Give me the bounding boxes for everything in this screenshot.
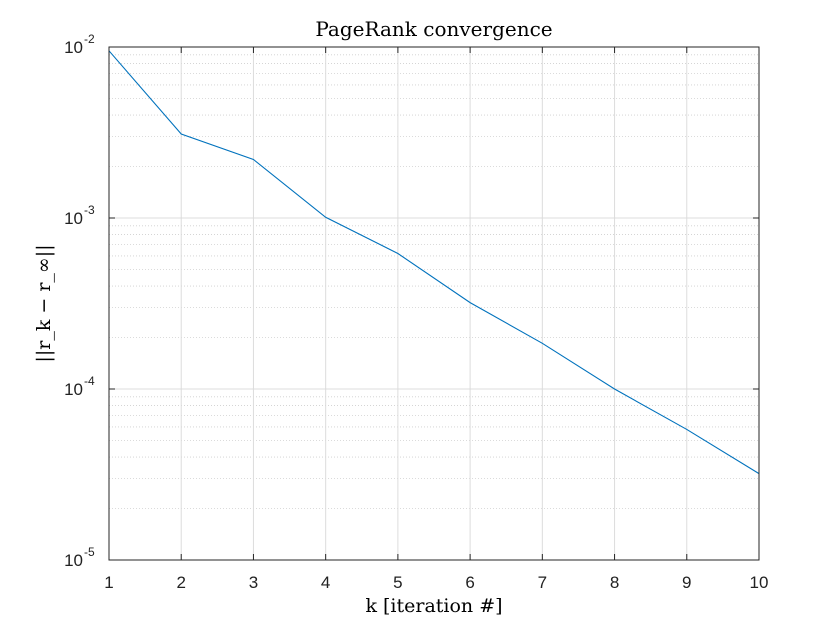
x-tick-label: 3 xyxy=(249,573,258,592)
y-tick-label: 10 xyxy=(64,209,83,228)
y-axis-label: ||r_k − r_∞|| xyxy=(33,244,55,362)
x-axis-label: k [iteration #] xyxy=(365,595,502,617)
x-tick-label: 9 xyxy=(682,573,691,592)
y-tick-label: 10 xyxy=(64,380,83,399)
grid xyxy=(108,46,760,561)
y-tick-exponent: -4 xyxy=(84,374,95,388)
x-tick-label: 7 xyxy=(538,573,547,592)
x-tick-label: 10 xyxy=(750,573,769,592)
x-axis-ticks: 1 2 3 4 5 6 7 8 9 10 xyxy=(104,47,768,592)
series-layer xyxy=(108,50,760,475)
chart-title: PageRank convergence xyxy=(315,17,552,41)
series-line xyxy=(108,50,760,475)
x-tick-label: 8 xyxy=(610,573,619,592)
plot-area-frame xyxy=(108,46,760,561)
y-tick-exponent: -2 xyxy=(84,32,95,46)
x-tick-label: 6 xyxy=(465,573,474,592)
y-tick-exponent: -5 xyxy=(84,545,95,559)
x-tick-label: 4 xyxy=(321,573,330,592)
x-tick-label: 1 xyxy=(104,573,113,592)
x-tick-label: 2 xyxy=(176,573,185,592)
y-tick-exponent: -3 xyxy=(84,203,95,217)
y-tick-label: 10 xyxy=(64,551,83,570)
y-tick-label: 10 xyxy=(64,38,83,57)
x-tick-label: 5 xyxy=(393,573,402,592)
y-axis-ticks: 10-510-410-310-2 xyxy=(64,32,759,570)
